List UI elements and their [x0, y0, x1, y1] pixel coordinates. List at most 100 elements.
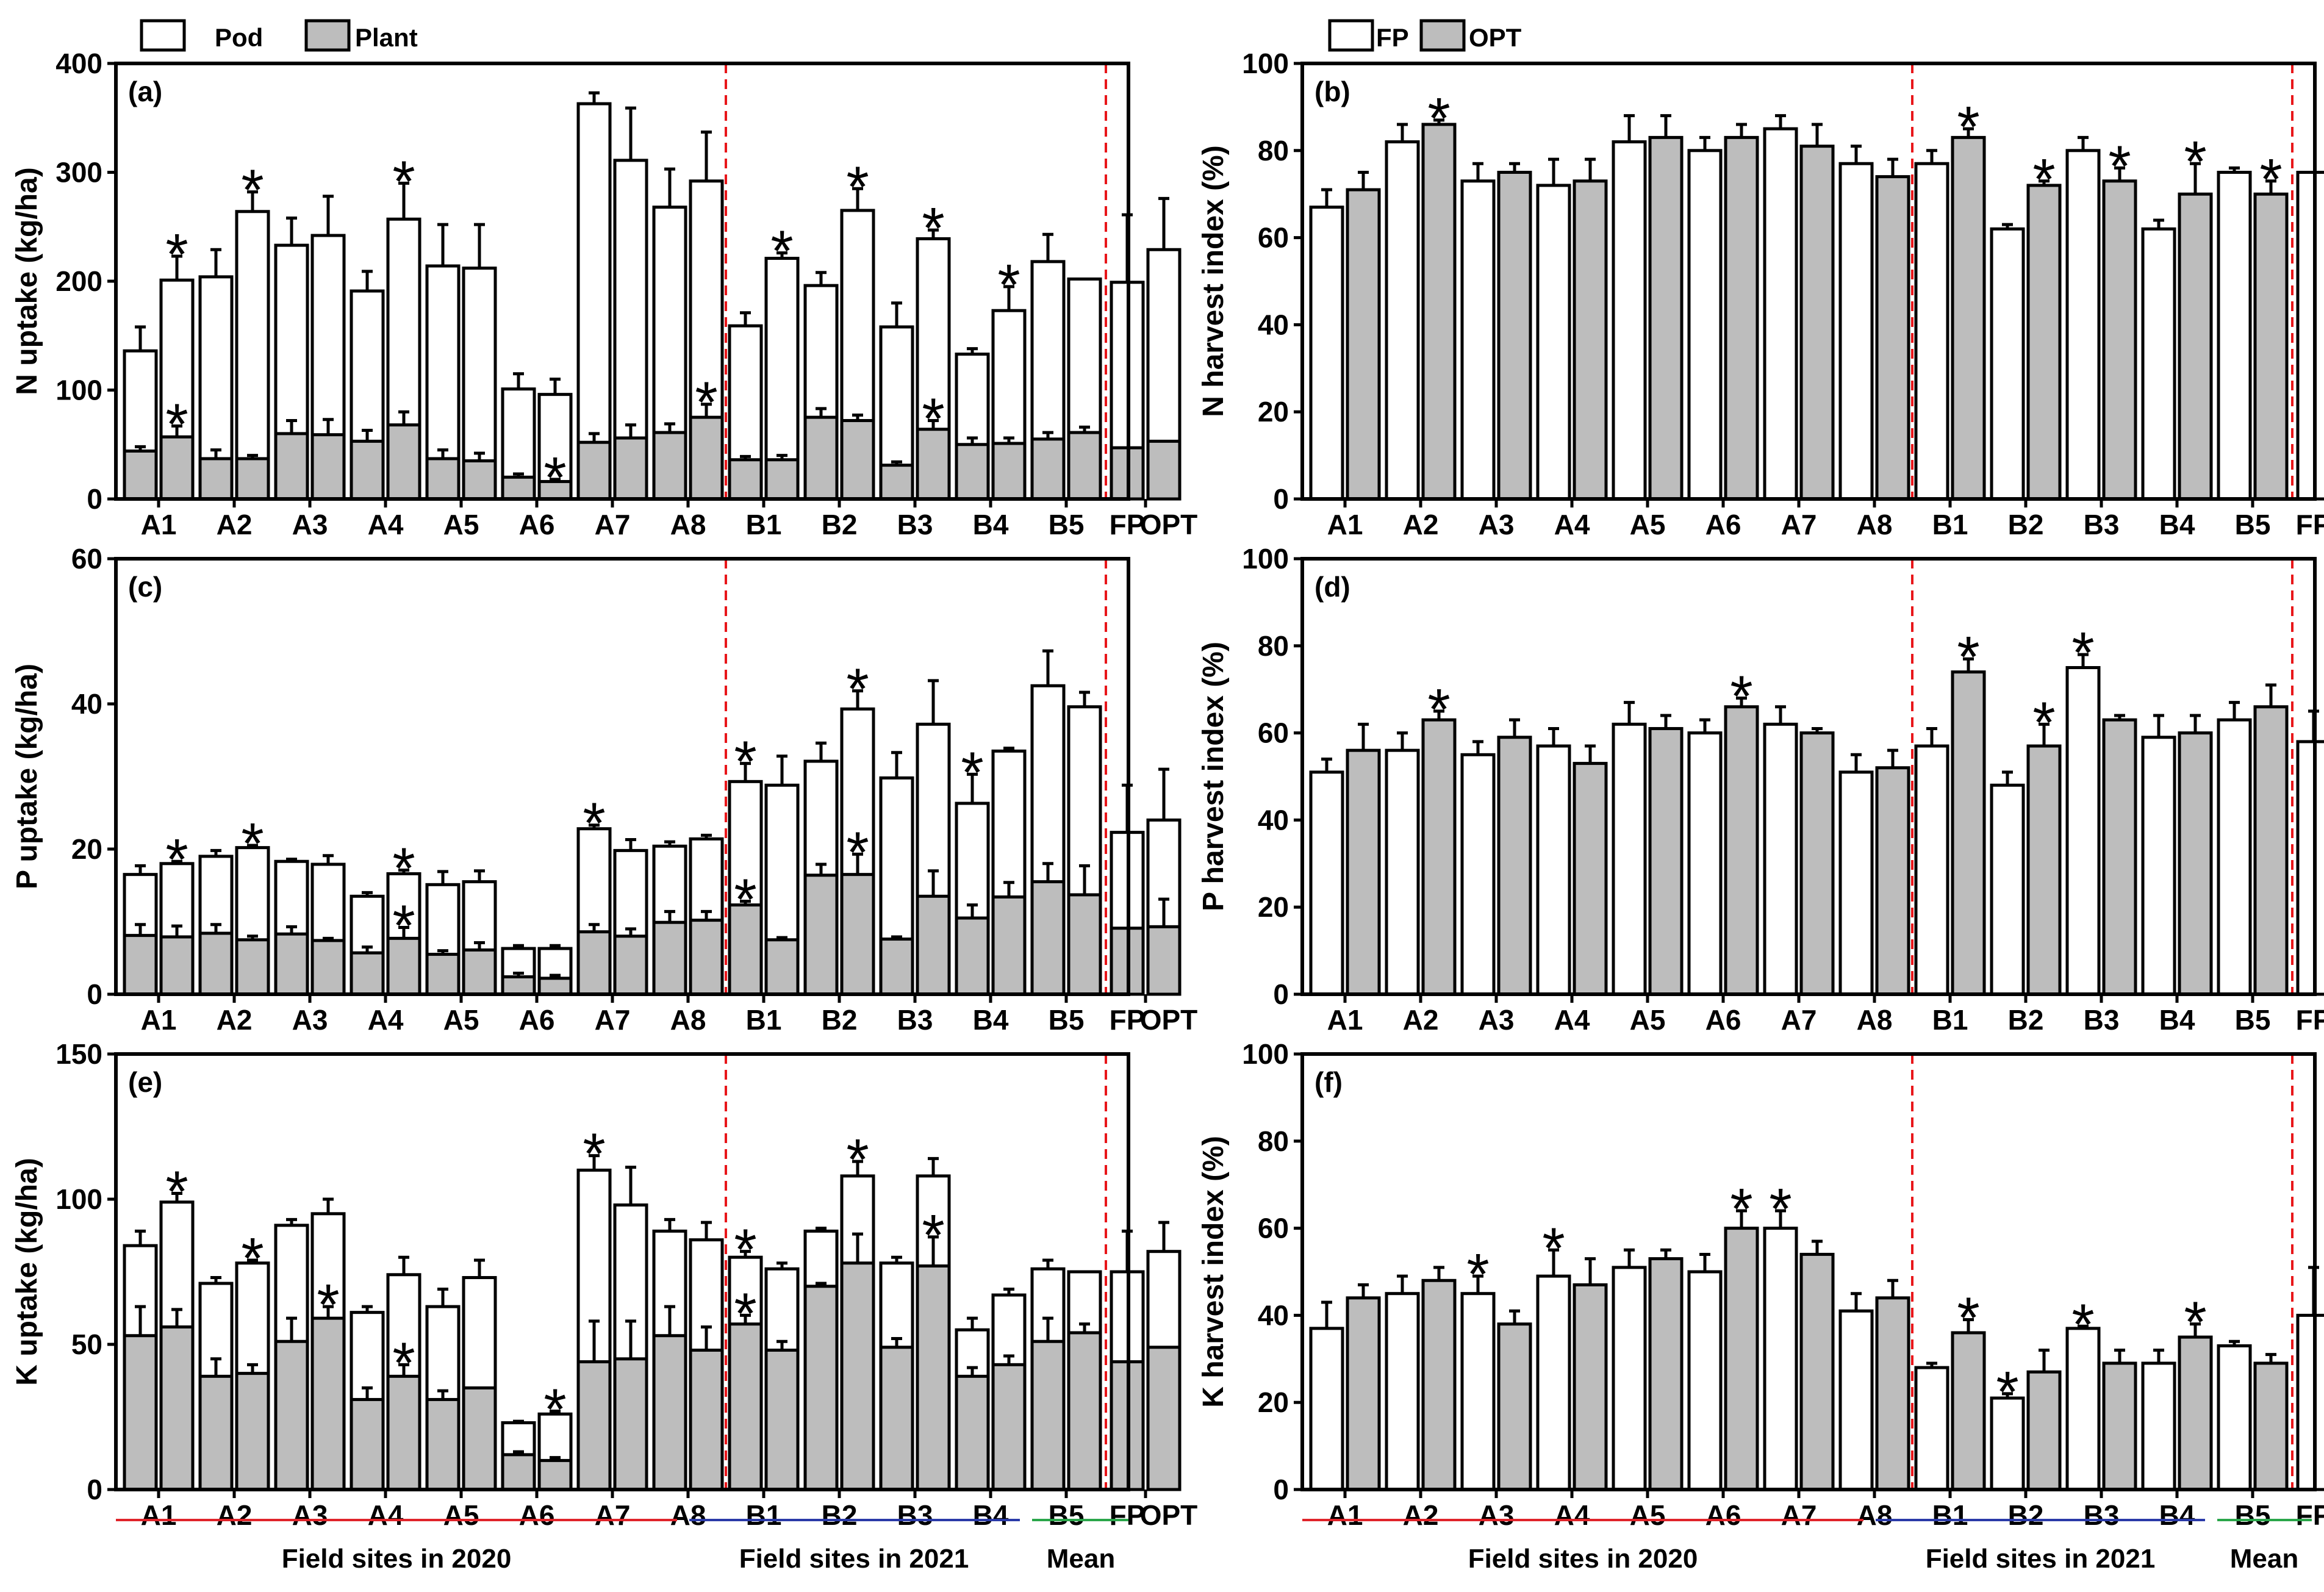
- x-tick-label: A6: [519, 1499, 555, 1531]
- significance-star-pod-B1-FP: *: [734, 730, 756, 795]
- opt-bar-A3: [1497, 1322, 1532, 1491]
- significance-star-plant-A1-OPT: *: [165, 392, 188, 457]
- plant-bar-FPOPT-OPT: [1146, 439, 1182, 501]
- plant-bar-A6-FP: [501, 975, 536, 996]
- plant-bar-A8-OPT: [689, 1349, 724, 1491]
- y-tick-label: 100: [56, 1183, 102, 1215]
- y-tick-label: 0: [1273, 978, 1289, 1010]
- plant-bar-B2-OPT: [840, 418, 875, 501]
- x-tick-label: A1: [1327, 1499, 1363, 1531]
- plant-bar-A3-OPT: [310, 1316, 346, 1491]
- x-tick-label: B3: [897, 509, 933, 540]
- plant-bar-A7-FP: [576, 1360, 612, 1491]
- significance-star-pod-A6-OPT: *: [543, 1377, 566, 1442]
- group-annotations-right: Field sites in 2020 Field sites in 2021 …: [1302, 1519, 2312, 1574]
- significance-star-pod-A2-OPT: *: [241, 158, 264, 223]
- y-tick-label: 60: [1258, 222, 1289, 254]
- x-tick-label: A1: [1327, 1004, 1363, 1036]
- opt-bar-A6: [1724, 135, 1759, 501]
- fp-bar-FPOPT: [2296, 740, 2324, 996]
- plant-bar-A5-OPT: [462, 459, 497, 501]
- significance-star-bar-B4-OPT: *: [2184, 129, 2206, 195]
- plant-bar-A1-FP: [123, 934, 158, 996]
- fp-bar-B5: [2217, 171, 2252, 501]
- panel-label: (e): [128, 1066, 162, 1098]
- x-tick-label: B4: [973, 1004, 1009, 1036]
- x-tick-label: A5: [443, 1004, 479, 1036]
- x-tick-label: A6: [1705, 1499, 1741, 1531]
- fp-bar-A1: [1309, 1327, 1344, 1491]
- x-tick-label: B5: [1049, 509, 1085, 540]
- plant-bar-A8-FP: [652, 431, 687, 501]
- x-tick-label: A7: [1781, 509, 1817, 540]
- significance-star-bar-A3-FP: *: [1466, 1242, 1489, 1307]
- opt-bar-A2: [1421, 123, 1457, 501]
- x-tick-label: A5: [443, 509, 479, 540]
- fp-bar-A6: [1687, 1270, 1723, 1491]
- fp-bar-B5: [2217, 1344, 2252, 1491]
- x-tick-label: A3: [1479, 1499, 1515, 1531]
- legend-pod-swatch: [140, 19, 186, 52]
- plant-bar-B5-OPT: [1067, 431, 1102, 501]
- panel-b-n-harvest-index: * * * * * * 0 20 40 60 80 100 A1 A2 A3 A4 A5 A6 A7 A8 B1 B2 B3…: [1197, 48, 2324, 540]
- legend-opt-label: OPT: [1469, 23, 1522, 52]
- plant-bar-B2-FP: [803, 1285, 839, 1491]
- x-tick-label: A4: [368, 1004, 404, 1036]
- plant-bar-A4-FP: [350, 1397, 385, 1491]
- y-tick-label: 60: [1258, 717, 1289, 749]
- fp-bar-A1: [1309, 206, 1344, 501]
- significance-star-pod-A1-OPT: *: [165, 222, 188, 287]
- x-tick-label: A7: [595, 1499, 631, 1531]
- opt-bar-A8: [1875, 175, 1910, 501]
- plant-bar-B4-FP: [955, 443, 990, 501]
- fp-bar-A8: [1838, 770, 1874, 996]
- significance-star-pod-B2-OPT: *: [846, 657, 869, 722]
- opt-bar-B4: [2178, 192, 2213, 501]
- plant-bar-A2-FP: [198, 931, 234, 996]
- opt-bar-B3: [2102, 179, 2137, 501]
- plant-bar-B4-OPT: [991, 895, 1027, 996]
- plant-bar-B2-OPT: [840, 873, 875, 996]
- fp-bar-B1: [1914, 744, 1949, 996]
- significance-star-pod-B1-OPT: *: [770, 219, 793, 284]
- fp-bar-A5: [1612, 722, 1647, 996]
- significance-star-bar-B1-OPT: *: [1957, 625, 1979, 690]
- x-tick-label: B4: [2159, 509, 2195, 540]
- x-tick-label: B2: [822, 509, 858, 540]
- fp-bar-A4: [1536, 184, 1571, 501]
- plant-bar-B2-OPT: [840, 1261, 875, 1491]
- significance-star-pod-A7-FP: *: [583, 791, 605, 856]
- x-tick-label: A2: [1403, 1499, 1439, 1531]
- plant-bar-B3-OPT: [916, 1264, 951, 1491]
- legend-fp-label: FP: [1376, 23, 1409, 52]
- y-tick-label: 40: [1258, 804, 1289, 836]
- x-tick-label: B4: [973, 509, 1009, 540]
- plant-bar-A3-OPT: [310, 939, 346, 996]
- legend-pod-label: Pod: [215, 23, 263, 52]
- legend-fp-swatch: [1328, 19, 1374, 52]
- significance-star-plant-A4-OPT: *: [392, 1330, 415, 1396]
- group-label-2020-right: Field sites in 2020: [1468, 1544, 1698, 1574]
- significance-star-bar-B3-FP: *: [2071, 620, 2094, 686]
- x-tick-label: A4: [1554, 1004, 1590, 1036]
- significance-star-bar-B3-FP: *: [2071, 1292, 2094, 1357]
- plant-bar-B1-OPT: [764, 938, 800, 996]
- group-label-2021-right: Field sites in 2021: [1926, 1544, 2156, 1574]
- x-tick-label: FP: [1110, 1499, 1146, 1531]
- x-tick-label: B1: [746, 1499, 782, 1531]
- x-tick-label: B3: [2084, 1499, 2120, 1531]
- fp-bar-A7: [1763, 722, 1798, 996]
- group-label-mean-right: Mean: [2230, 1544, 2298, 1574]
- plant-bar-B3-FP: [879, 464, 914, 501]
- x-tick-label: A1: [141, 509, 177, 540]
- x-tick-label: A4: [1554, 1499, 1590, 1531]
- y-tick-label: 60: [71, 543, 102, 575]
- plant-bar-A2-FP: [198, 457, 234, 501]
- opt-bar-A1: [1346, 748, 1381, 996]
- significance-star-plant-B1-FP: *: [734, 1281, 756, 1346]
- y-axis-label: N uptake (kg/ha): [11, 167, 43, 395]
- opt-bar-A7: [1799, 145, 1835, 501]
